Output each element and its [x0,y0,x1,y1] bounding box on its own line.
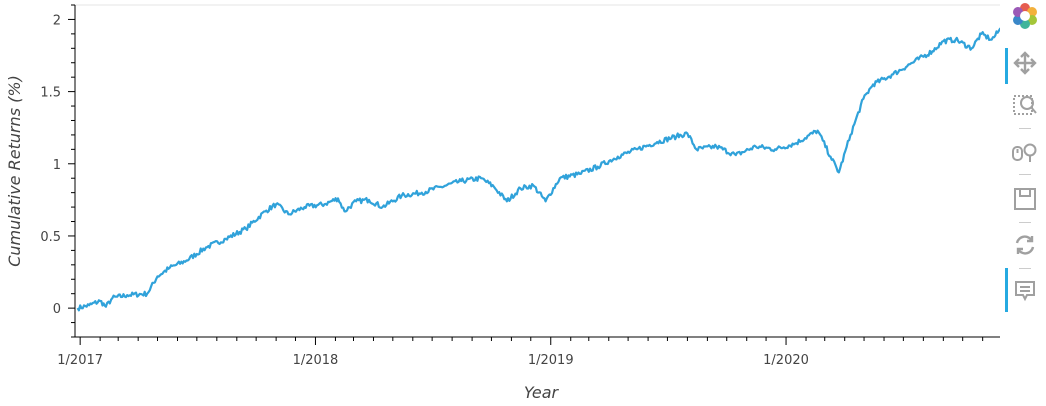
x-tick-label: 1/2017 [57,353,103,368]
chart: 00.511.52 1/2017 1/2018 1/2019 1/2020 Year … [5,4,1000,402]
y-tick-label: 0.5 [40,230,61,245]
hover-icon[interactable] [1009,275,1041,307]
save-icon[interactable] [1009,183,1041,215]
y-tick-label: 1.5 [40,86,61,101]
hover-active-indicator [1005,268,1008,312]
bokeh-logo-icon[interactable] [1009,0,1041,32]
y-tick-label: 2 [53,13,61,28]
y-tick-label: 0 [53,302,61,317]
reset-icon[interactable] [1009,229,1041,261]
y-axis: 0 0.5 1 1.5 2 [40,4,76,338]
x-tick-label: 1/2020 [763,353,809,368]
toolbar-separator [1019,268,1031,269]
box-zoom-icon[interactable] [1009,89,1041,121]
x-axis: 1/2017 1/2018 1/2019 1/2020 [57,336,1000,368]
plot-border [74,4,1000,338]
toolbar-separator [1019,222,1031,223]
plot-toolbar [1005,0,1046,406]
y-tick-label: 1 [53,158,61,173]
x-axis-title: Year [524,383,560,402]
plot-area [74,4,1000,338]
x-tick-label: 1/2018 [293,353,339,368]
wheel-zoom-icon[interactable] [1009,136,1041,168]
cumulative-returns-line [76,27,1000,312]
toolbar-separator [1019,128,1031,129]
y-axis-title: Cumulative Returns (%) [5,75,24,267]
toolbar-separator [1019,174,1031,175]
pan-active-indicator [1005,48,1008,84]
series-layer [76,27,1000,312]
x-tick-label: 1/2019 [528,353,574,368]
pan-icon[interactable] [1009,47,1041,79]
